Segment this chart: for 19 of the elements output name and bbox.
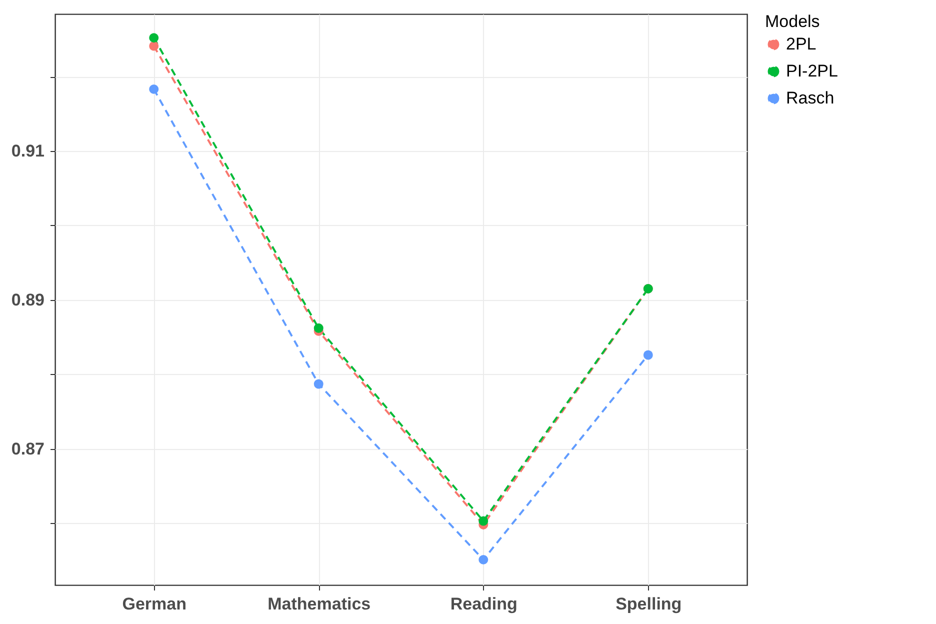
point [149,33,159,43]
y-tick-label: 0.91 [11,141,44,160]
legend-label: PI-2PL [786,62,838,80]
legend-label: Rasch [786,88,834,108]
point [149,84,159,94]
x-tick-label: Mathematics [268,594,371,614]
point [478,516,488,526]
point [314,323,324,333]
legend-title: Models [765,12,820,31]
x-tick-label: German [122,594,186,614]
y-tick-label: 0.89 [11,290,44,310]
x-tick-label: Reading [450,594,518,614]
point [314,379,324,389]
x-tick-label: Spelling [616,594,682,614]
point [478,554,488,564]
point [149,41,159,51]
y-tick-label: 0.87 [11,439,44,458]
point [643,350,653,360]
legend-label: 2PL [786,34,816,54]
